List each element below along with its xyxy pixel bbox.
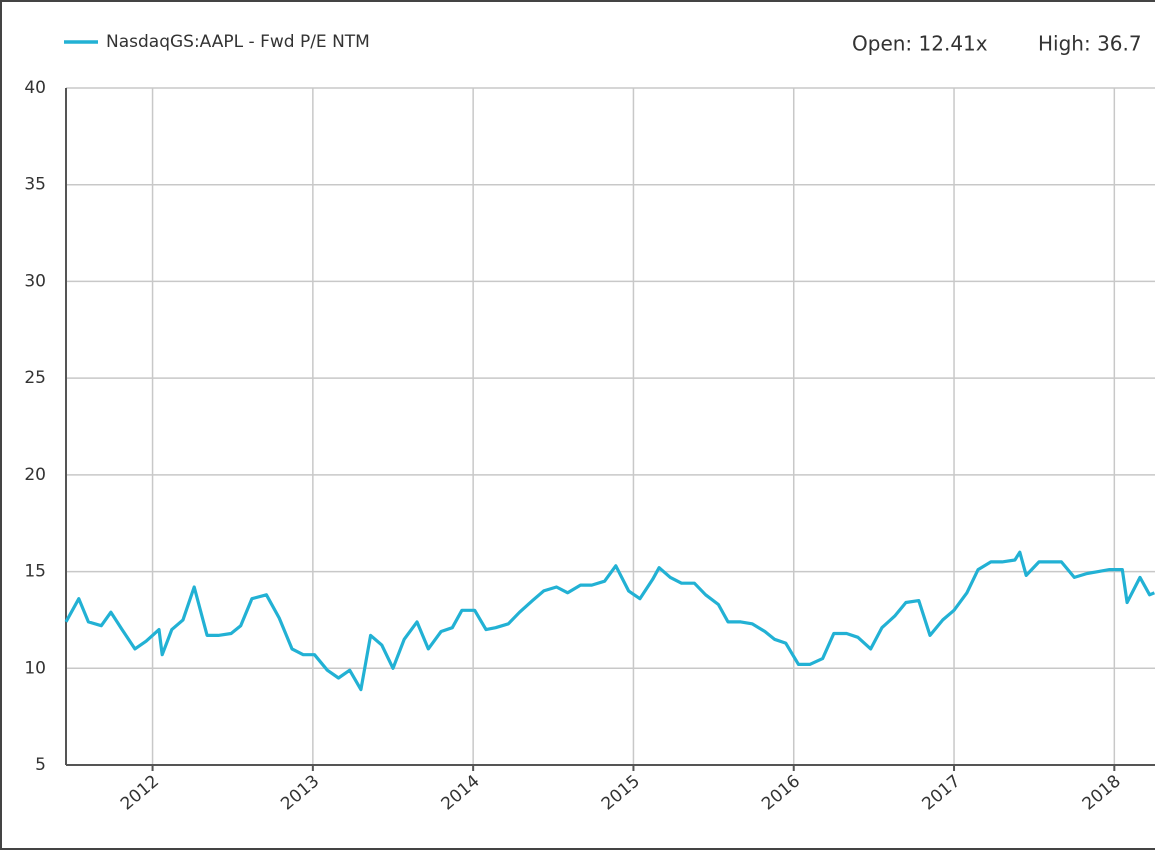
stat-high: High: 36.7 (1038, 32, 1142, 56)
y-tick-label: 20 (24, 465, 46, 485)
y-tick-label: 10 (24, 658, 46, 678)
y-tick-label: 30 (24, 271, 46, 291)
stat-open: Open: 12.41x (852, 32, 988, 56)
y-tick-label: 25 (24, 368, 46, 388)
y-tick-label: 5 (35, 755, 46, 775)
y-tick-label: 15 (24, 562, 46, 582)
series-line (64, 550, 1155, 692)
legend-label: NasdaqGS:AAPL - Fwd P/E NTM (106, 32, 370, 52)
y-tick-label: 40 (24, 78, 46, 98)
y-tick-label: 35 (24, 175, 46, 195)
